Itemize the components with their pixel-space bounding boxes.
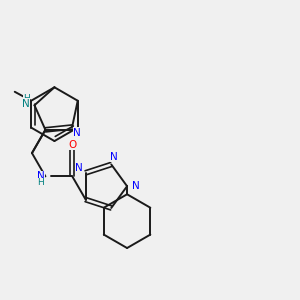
- Text: N: N: [37, 171, 45, 182]
- Text: H: H: [23, 94, 30, 103]
- Text: N: N: [110, 152, 118, 161]
- Text: N: N: [132, 181, 139, 191]
- Text: N: N: [73, 128, 81, 138]
- Text: N: N: [22, 98, 30, 109]
- Text: H: H: [38, 178, 44, 187]
- Text: N: N: [75, 163, 83, 173]
- Text: O: O: [68, 140, 76, 150]
